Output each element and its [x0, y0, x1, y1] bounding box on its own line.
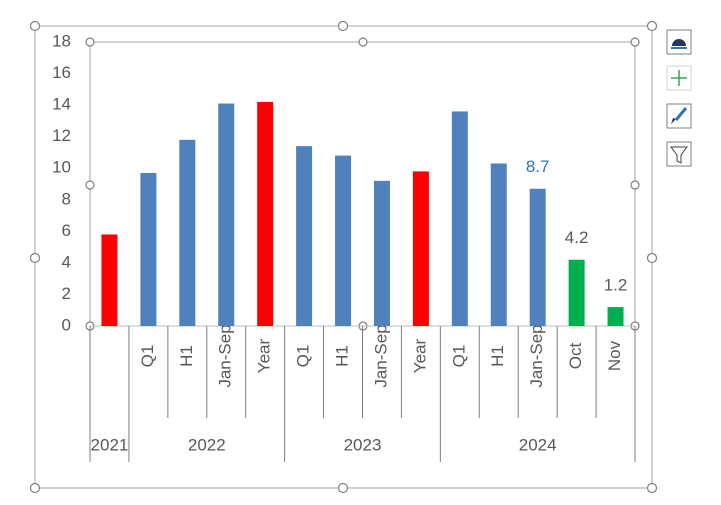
x-tick-label: Oct [566, 343, 585, 370]
x-tick-label: Nov [605, 340, 624, 371]
x-tick-label: H1 [177, 345, 196, 367]
x-tick-label: Q1 [294, 345, 313, 368]
data-label: 8.7 [526, 157, 550, 176]
bar [257, 101, 274, 326]
handle[interactable] [646, 482, 658, 494]
y-tick-label: 12 [52, 126, 71, 145]
y-tick-label: 14 [52, 95, 71, 114]
handle[interactable] [85, 180, 95, 190]
handle[interactable] [29, 20, 41, 32]
x-tick-label: H1 [488, 345, 507, 367]
selection-handles [29, 20, 658, 494]
data-label: 1.2 [604, 276, 628, 295]
y-tick-label: 18 [52, 31, 71, 50]
bar [101, 234, 118, 326]
bar [373, 180, 390, 326]
group-label: 2021 [91, 435, 129, 454]
chart-buttons [666, 29, 692, 167]
bar [335, 155, 352, 326]
bar [568, 259, 585, 326]
y-tick-label: 4 [62, 252, 71, 271]
bar [490, 163, 507, 326]
handle[interactable] [337, 20, 349, 32]
x-tick-label: Q1 [449, 345, 468, 368]
y-tick-label: 2 [62, 284, 71, 303]
y-tick-label: 10 [52, 158, 71, 177]
bar [218, 103, 235, 327]
group-label: 2022 [188, 435, 226, 454]
x-tick-label: Year [410, 338, 429, 373]
group-label: 2023 [344, 435, 382, 454]
group-label: 2024 [519, 435, 557, 454]
filter-button[interactable] [666, 141, 692, 167]
handle[interactable] [337, 482, 349, 494]
x-tick-label: Jan-Sep [216, 324, 235, 387]
x-tick-label: Q1 [138, 345, 157, 368]
data-label: 4.2 [565, 228, 589, 247]
x-tick-label: H1 [333, 345, 352, 367]
bar [607, 307, 624, 326]
y-tick-label: 8 [62, 189, 71, 208]
y-tick-label: 0 [62, 315, 71, 334]
y-tick-label: 16 [52, 63, 71, 82]
x-tick-label: Jan-Sep [527, 324, 546, 387]
x-tick-label: Jan-Sep [371, 324, 390, 387]
elements-button[interactable] [666, 65, 692, 91]
bar [451, 111, 468, 326]
styles-button[interactable] [666, 103, 692, 129]
handle[interactable] [630, 37, 640, 47]
y-tick-label: 6 [62, 221, 71, 240]
x-tick-label: Year [255, 338, 274, 373]
plot-area[interactable] [89, 41, 636, 327]
bar [412, 171, 429, 326]
bar [296, 146, 313, 326]
handle[interactable] [646, 20, 658, 32]
bar [179, 139, 196, 326]
bar [529, 188, 546, 326]
handle[interactable] [29, 252, 41, 264]
layout-button[interactable] [666, 29, 692, 55]
handle[interactable] [358, 37, 368, 47]
handle[interactable] [29, 482, 41, 494]
handle[interactable] [630, 180, 640, 190]
bar [140, 172, 157, 326]
handle[interactable] [85, 37, 95, 47]
handle[interactable] [646, 252, 658, 264]
